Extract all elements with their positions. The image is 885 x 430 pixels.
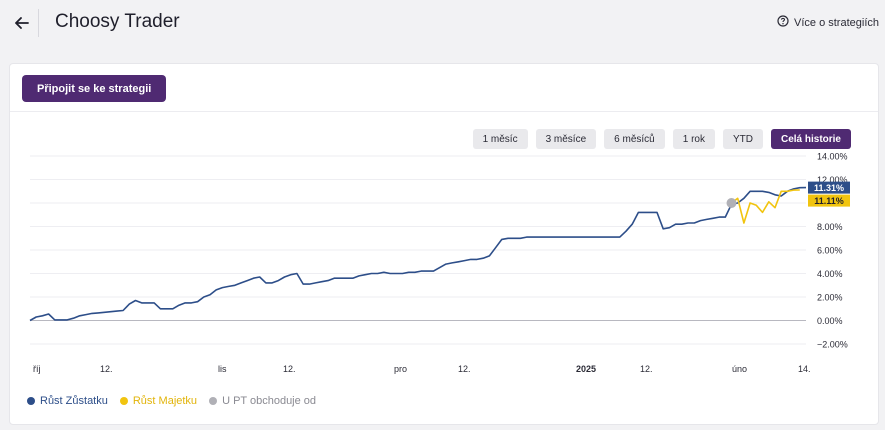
legend-item-balance[interactable]: Růst Zůstatku <box>27 395 108 407</box>
legend-item-equity[interactable]: Růst Majetku <box>119 395 198 407</box>
growth-chart: 14.00%12.00%10.00%8.00%6.00%4.00%2.00%0.… <box>29 152 850 374</box>
equity-end-label: 11.11% <box>814 196 844 206</box>
x-tick-label: 12. <box>640 364 653 374</box>
range-button-3-months[interactable]: 3 měsíce <box>535 129 597 149</box>
y-tick-label: 2.00% <box>817 293 843 303</box>
legend-dot-equity <box>119 397 128 405</box>
legend-label-balance: Růst Zůstatku <box>40 395 108 407</box>
x-tick-label: 2025 <box>576 364 596 374</box>
equity-series-line <box>731 189 800 224</box>
y-tick-label: −2.00% <box>817 340 848 350</box>
x-tick-label: 14. <box>798 364 811 374</box>
more-strategies-link[interactable]: Více o strategiích <box>777 15 879 30</box>
range-button-ytd[interactable]: YTD <box>722 129 763 149</box>
join-strategy-button[interactable]: Připojit se ke strategii <box>22 75 167 102</box>
y-tick-label: 6.00% <box>817 246 843 256</box>
y-tick-label: 4.00% <box>817 269 843 279</box>
x-tick-label: pro <box>394 364 407 374</box>
range-selector: 1 měsíc 3 měsíce 6 měsíců 1 rok YTD Celá… <box>472 129 851 149</box>
legend-item-start-marker[interactable]: U PT obchoduje od <box>209 395 316 407</box>
range-button-1-month[interactable]: 1 měsíc <box>472 129 528 149</box>
help-icon <box>777 15 789 30</box>
header-divider <box>38 9 39 37</box>
range-button-6-months[interactable]: 6 měsíců <box>604 129 665 149</box>
more-strategies-label: Více o strategiích <box>794 16 879 29</box>
page-title: Choosy Trader <box>55 11 180 32</box>
start-marker-point <box>726 198 737 208</box>
x-tick-label: říj <box>33 364 41 374</box>
legend-dot-balance <box>27 397 35 405</box>
legend-label-equity: Růst Majetku <box>132 395 198 407</box>
y-tick-label: 12.00% <box>817 175 848 185</box>
top-bar: Choosy Trader Více o strategiích <box>0 0 885 47</box>
chart-legend: Růst Zůstatku Růst Majetku U PT obchoduj… <box>27 395 316 407</box>
x-tick-label: 12. <box>283 364 296 374</box>
x-tick-label: 12. <box>100 364 113 374</box>
x-tick-label: úno <box>732 364 747 374</box>
equity-end-label-bg <box>808 194 850 207</box>
range-button-full-history[interactable]: Celá historie <box>770 129 851 149</box>
back-arrow-icon[interactable] <box>12 13 32 33</box>
y-tick-label: 0.00% <box>817 316 843 326</box>
balance-end-label-bg <box>808 181 850 194</box>
y-tick-label: 14.00% <box>817 152 848 162</box>
range-button-1-year[interactable]: 1 rok <box>672 129 715 149</box>
y-tick-label: 8.00% <box>817 222 843 232</box>
x-tick-label: 12. <box>458 364 471 374</box>
card-divider <box>10 111 878 112</box>
legend-dot-start-marker <box>209 397 218 405</box>
x-tick-label: lis <box>218 364 227 374</box>
legend-label-start-marker: U PT obchoduje od <box>222 395 317 407</box>
balance-series-line <box>29 186 807 322</box>
balance-end-label: 11.31% <box>814 183 844 193</box>
strategy-card: Připojit se ke strategii 1 měsíc 3 měsíc… <box>9 63 879 425</box>
